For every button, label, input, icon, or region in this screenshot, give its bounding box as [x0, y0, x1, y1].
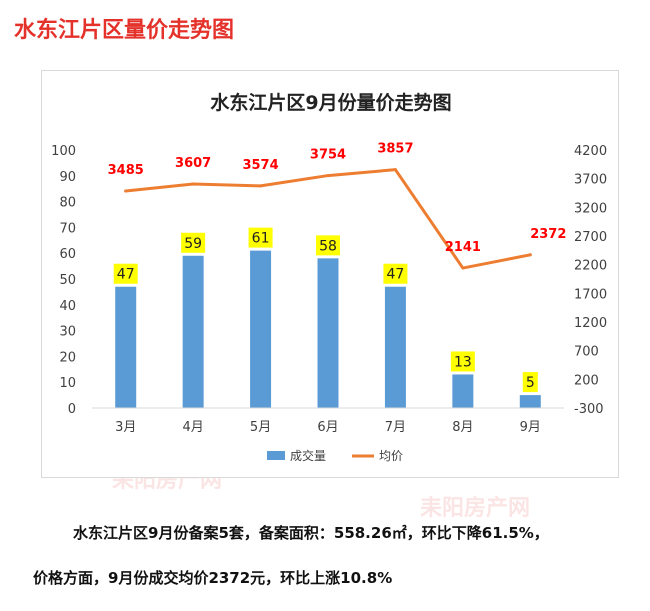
line-data-label: 3574	[242, 158, 278, 173]
bar-label-bg	[522, 372, 538, 393]
left-axis-tick-label: 50	[59, 273, 76, 288]
legend-swatch-volume	[267, 451, 285, 460]
line-data-label: 2141	[445, 240, 481, 255]
line-point	[124, 189, 128, 193]
x-axis-tick-label: 3月	[115, 420, 136, 435]
bar-label-bg	[383, 263, 408, 284]
right-axis-tick-label: 200	[574, 373, 599, 388]
x-axis-tick-label: 5月	[250, 420, 271, 435]
bar-label-bg	[113, 263, 138, 284]
chart-title: 水东江片区9月份量价走势图	[210, 91, 451, 114]
right-axis-tick-label: 3700	[574, 173, 607, 188]
price-volume-chart: 水东江片区9月份量价走势图 0 10 20 30 40 50 60 70 80 90 100 -30…	[51, 91, 607, 463]
bar	[384, 286, 406, 408]
bar-data-label: 5	[526, 375, 535, 391]
bar-data-label: 59	[184, 236, 202, 252]
line-point	[528, 253, 532, 257]
right-axis-tick-label: 3200	[574, 201, 607, 216]
bar-label-bg	[248, 227, 273, 248]
x-axis-tick-label: 4月	[183, 420, 204, 435]
line-data-label: 3754	[310, 148, 346, 163]
left-axis-tick-label: 20	[59, 350, 76, 365]
x-axis-tick-label: 7月	[385, 420, 406, 435]
bar-data-label: 61	[252, 231, 270, 247]
right-axis-tick-label: 2700	[574, 230, 607, 245]
left-axis: 0 10 20 30 40 50 60 70 80 90 100	[51, 144, 76, 417]
bar-label-bg	[316, 235, 340, 256]
line-data-label: 3607	[175, 156, 211, 171]
x-axis: 3月 4月 5月 6月 7月 8月 9月	[92, 407, 564, 435]
x-axis-tick-label: 6月	[317, 420, 338, 435]
bar-data-label: 58	[319, 238, 337, 254]
left-axis-tick-label: 0	[68, 402, 76, 417]
left-axis-tick-label: 70	[59, 221, 76, 236]
x-axis-tick-label: 8月	[452, 420, 473, 435]
line-data-label: 3857	[377, 142, 413, 157]
right-axis-tick-label: 4200	[574, 144, 607, 159]
line-data-label: 3485	[108, 163, 144, 178]
line-point	[393, 168, 397, 172]
bar	[317, 258, 339, 408]
bar-label-bg	[450, 351, 475, 372]
bar-series: 47 59 61 58 47 13 5	[113, 227, 541, 408]
right-axis-tick-label: 1700	[574, 287, 607, 302]
caption-line-1: 水东江片区9月份备案5套，备案面积：558.26㎡，环比下降61.5%，	[73, 524, 549, 542]
left-axis-tick-label: 40	[59, 299, 76, 314]
left-axis-tick-label: 30	[59, 325, 76, 340]
left-axis-tick-label: 60	[59, 247, 76, 262]
left-axis-tick-label: 80	[59, 196, 76, 211]
line-point	[461, 266, 465, 270]
bar	[115, 286, 137, 408]
left-axis-tick-label: 10	[59, 376, 76, 391]
right-axis-tick-label: 700	[574, 345, 599, 360]
line-data-label: 2372	[530, 227, 566, 242]
line-point	[326, 174, 330, 178]
bar	[519, 395, 541, 408]
page-title: 水东江片区量价走势图	[14, 18, 235, 43]
right-axis-tick-label: -300	[574, 402, 604, 417]
caption-line-2: 价格方面，9月份成交均价2372元，环比上涨10.8%	[33, 569, 393, 587]
legend: 成交量 均价	[267, 448, 403, 463]
right-axis-tick-label: 1200	[574, 316, 607, 331]
chart-frame: 水东江片区9月份量价走势图 0 10 20 30 40 50 60 70 80 90 100 -30…	[41, 70, 619, 478]
bar-label-bg	[181, 232, 206, 253]
bar	[452, 374, 474, 408]
bar-data-label: 47	[117, 267, 135, 283]
line-point	[191, 182, 195, 186]
bar-data-label: 13	[454, 354, 472, 370]
left-axis-tick-label: 90	[59, 170, 76, 185]
bar-data-label: 47	[387, 267, 405, 283]
bar	[250, 250, 272, 408]
right-axis-tick-label: 2200	[574, 259, 607, 274]
legend-label-price: 均价	[379, 449, 403, 463]
left-axis-tick-label: 100	[51, 144, 76, 159]
right-axis: -300 200 700 1200 1700 2200 2700 3200 3700 4200	[574, 144, 607, 417]
line-point	[259, 184, 263, 188]
x-axis-tick-label: 9月	[520, 420, 541, 435]
legend-label-volume: 成交量	[290, 448, 326, 463]
line-series: 3485 3607 3574 3754 3857 2141 2372	[108, 142, 566, 270]
watermark: 耒阳房产网	[420, 496, 531, 521]
bar	[182, 255, 204, 408]
